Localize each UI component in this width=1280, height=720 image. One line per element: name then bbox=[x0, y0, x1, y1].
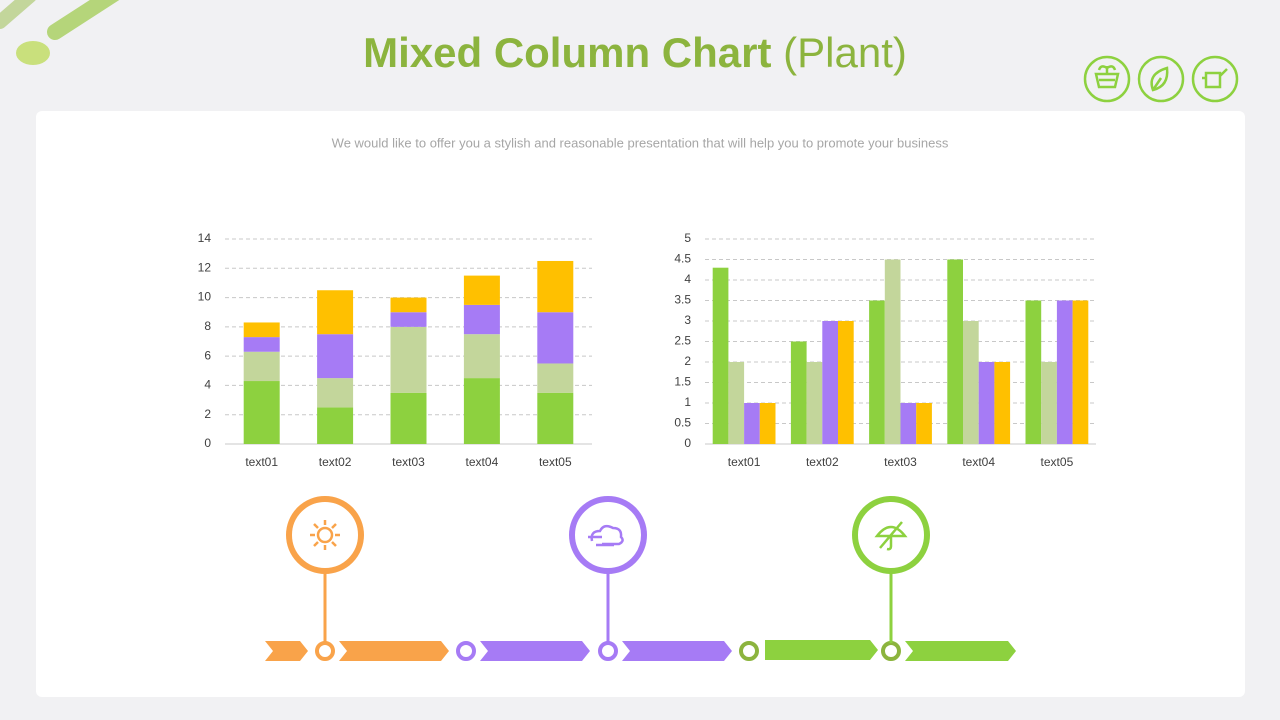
bar-segment bbox=[243, 337, 280, 352]
y-tick-label: 0 bbox=[204, 436, 211, 450]
bar-segment bbox=[537, 260, 574, 313]
bar-segment bbox=[317, 334, 354, 379]
y-tick-label: 1 bbox=[684, 395, 691, 409]
x-tick-label: text02 bbox=[319, 455, 352, 469]
y-tick-label: 10 bbox=[198, 290, 212, 304]
y-tick-label: 3 bbox=[684, 313, 691, 327]
bar bbox=[1056, 300, 1073, 444]
bar bbox=[869, 300, 885, 444]
y-tick-label: 3.5 bbox=[674, 293, 691, 307]
x-tick-label: text04 bbox=[962, 455, 995, 469]
x-tick-label: text02 bbox=[806, 455, 839, 469]
bar bbox=[712, 267, 729, 444]
bar-segment bbox=[390, 326, 427, 393]
bar bbox=[790, 341, 807, 444]
y-tick-label: 6 bbox=[204, 348, 211, 362]
bar-segment bbox=[243, 351, 280, 382]
bar bbox=[1041, 362, 1057, 444]
x-tick-label: text01 bbox=[728, 455, 761, 469]
y-tick-label: 2.5 bbox=[674, 334, 691, 348]
y-tick-label: 2 bbox=[684, 354, 691, 368]
y-tick-label: 0 bbox=[684, 436, 691, 450]
header-icons bbox=[1083, 55, 1239, 103]
y-tick-label: 12 bbox=[198, 260, 212, 274]
bar bbox=[994, 362, 1011, 444]
x-tick-label: text01 bbox=[245, 455, 278, 469]
bar bbox=[806, 362, 823, 444]
bar-segment bbox=[317, 378, 354, 408]
bar bbox=[744, 403, 760, 444]
bar-segment bbox=[537, 312, 574, 364]
bar bbox=[884, 259, 901, 444]
bar bbox=[963, 321, 979, 444]
y-tick-label: 4 bbox=[684, 272, 691, 286]
y-tick-label: 2 bbox=[204, 407, 211, 421]
x-tick-label: text04 bbox=[466, 455, 499, 469]
subtitle: We would like to offer you a stylish and… bbox=[332, 135, 949, 150]
bar bbox=[916, 403, 932, 444]
corner-decoration bbox=[0, 0, 120, 65]
x-tick-label: text05 bbox=[1041, 455, 1074, 469]
bar-segment bbox=[463, 275, 500, 305]
y-tick-label: 4.5 bbox=[674, 252, 691, 266]
y-tick-label: 8 bbox=[204, 319, 211, 333]
bar bbox=[822, 321, 838, 444]
bar bbox=[1025, 300, 1042, 444]
bar-segment bbox=[317, 407, 354, 444]
bar-segment bbox=[243, 381, 280, 444]
bar-segment bbox=[243, 322, 280, 338]
x-tick-label: text05 bbox=[539, 455, 572, 469]
bar bbox=[978, 362, 995, 444]
bar-segment bbox=[463, 334, 500, 379]
x-tick-label: text03 bbox=[884, 455, 917, 469]
bar-segment bbox=[463, 304, 500, 335]
bar-segment bbox=[463, 378, 500, 444]
bar-segment bbox=[537, 392, 574, 444]
y-tick-label: 0.5 bbox=[674, 416, 691, 430]
bar-segment bbox=[317, 290, 354, 335]
timeline bbox=[265, 496, 1016, 661]
bar bbox=[759, 403, 776, 444]
bar-segment bbox=[390, 297, 427, 313]
bar bbox=[900, 403, 917, 444]
bar bbox=[838, 321, 854, 444]
bar-segment bbox=[537, 363, 574, 393]
bar bbox=[728, 362, 745, 444]
bar-segment bbox=[390, 312, 427, 327]
bar-segment bbox=[390, 392, 427, 444]
x-tick-label: text03 bbox=[392, 455, 425, 469]
y-tick-label: 1.5 bbox=[674, 375, 691, 389]
slide-title: Mixed Column Chart (Plant) bbox=[363, 29, 907, 76]
y-tick-label: 4 bbox=[204, 378, 211, 392]
bar bbox=[1072, 300, 1089, 444]
y-tick-label: 14 bbox=[198, 231, 212, 245]
bar bbox=[947, 259, 963, 444]
y-tick-label: 5 bbox=[684, 231, 691, 245]
